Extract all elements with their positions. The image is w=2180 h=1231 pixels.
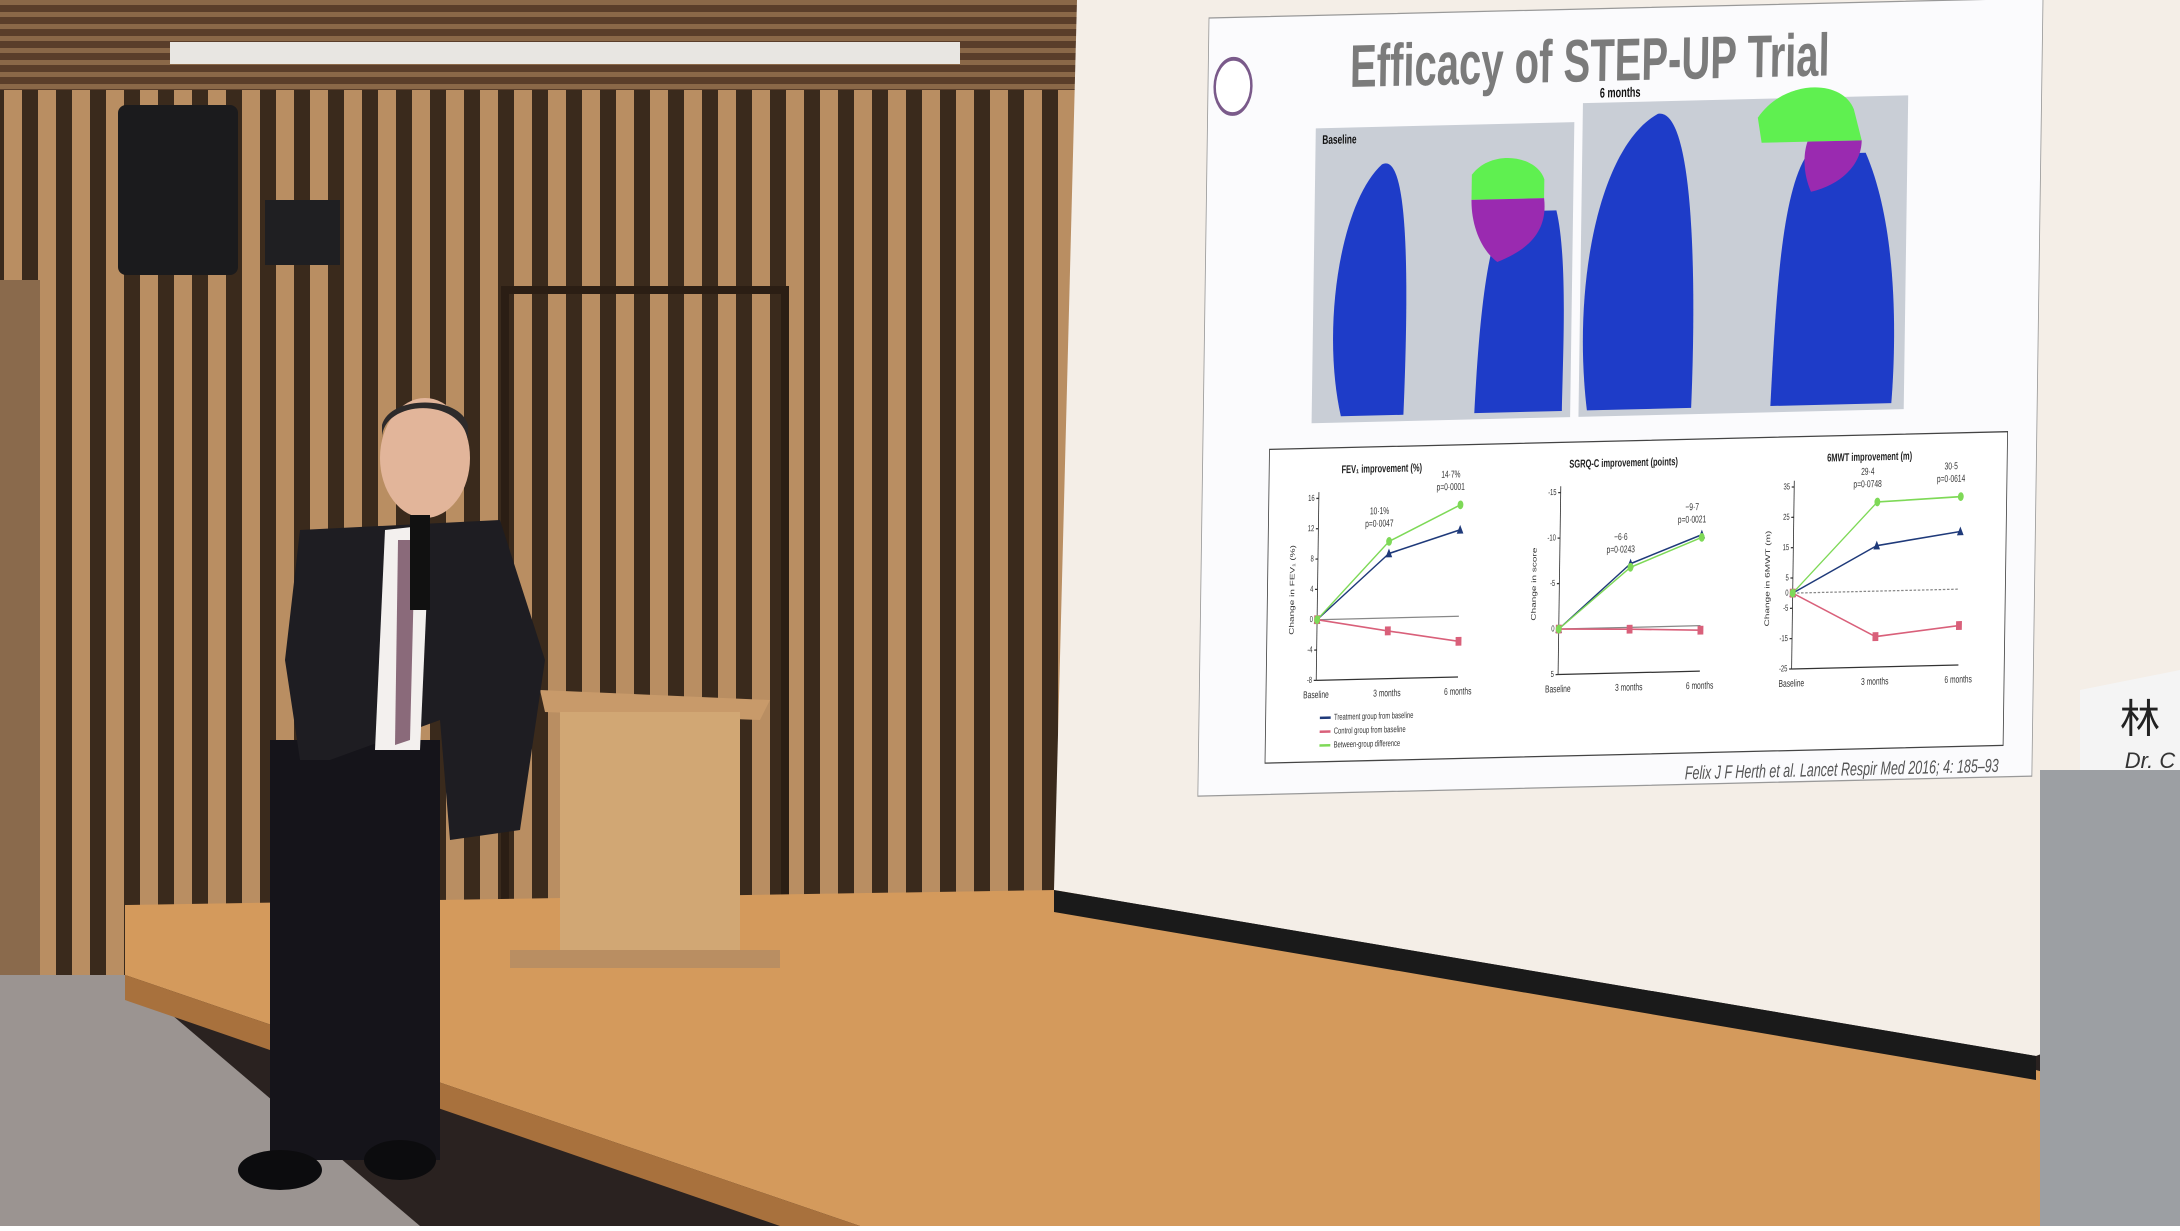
person-legs <box>270 740 440 1160</box>
annotation: p=0·0021 <box>1678 513 1707 525</box>
baseline-label: Baseline <box>1322 133 1357 148</box>
annotation: 30·5 <box>1944 460 1958 472</box>
marker-square <box>1627 625 1633 634</box>
annotation: p=0·0748 <box>1853 478 1882 490</box>
y-tick-label: -5 <box>1783 602 1788 613</box>
annotation: p=0·0001 <box>1436 480 1465 492</box>
y-tick-label: 16 <box>1308 493 1315 504</box>
shoe <box>238 1150 322 1190</box>
name-plate-title: Dr. C <box>2125 748 2176 773</box>
chart-title: 6MWT improvement (m) <box>1827 450 1912 465</box>
x-tick-label: 3 months <box>1373 687 1401 699</box>
lectern <box>2040 770 2180 1226</box>
podium <box>560 712 740 952</box>
microphone <box>410 515 430 610</box>
speaker <box>118 105 238 275</box>
y-tick-label: 5 <box>1551 669 1554 680</box>
annotation: p=0·0243 <box>1606 543 1635 555</box>
chart-title: SGRQ-C improvement (points) <box>1569 456 1678 472</box>
x-tick-label: Baseline <box>1545 683 1571 695</box>
light-fixture <box>170 42 960 64</box>
y-tick-label: 4 <box>1310 584 1313 595</box>
annotation: 29·4 <box>1861 465 1875 477</box>
legend-label: Between-group difference <box>1334 738 1401 750</box>
y-axis-label: Change in FEV₁ (%) <box>1287 545 1296 635</box>
marker-square <box>1956 621 1962 630</box>
annotation: 14·7% <box>1441 468 1461 480</box>
legend-label: Control group from baseline <box>1334 724 1406 736</box>
marker-square <box>1697 626 1703 635</box>
shoe <box>364 1140 436 1180</box>
annotation: −6·6 <box>1614 530 1628 542</box>
followup-label: 6 months <box>1600 85 1641 101</box>
x-tick-label: Baseline <box>1779 677 1805 689</box>
y-tick-label: -15 <box>1779 633 1788 644</box>
y-tick-label: 25 <box>1783 511 1790 522</box>
y-tick-label: 0 <box>1785 587 1788 598</box>
y-tick-label: -5 <box>1550 578 1555 589</box>
y-tick-label: 0 <box>1551 623 1554 634</box>
annotation: −9·7 <box>1685 501 1699 513</box>
y-tick-label: -8 <box>1307 675 1312 686</box>
y-tick-label: -10 <box>1547 532 1556 543</box>
door-frame <box>0 280 40 980</box>
y-tick-label: -25 <box>1779 663 1788 674</box>
x-tick-label: 3 months <box>1615 681 1643 693</box>
marker-square <box>1872 632 1878 641</box>
x-tick-label: 6 months <box>1944 673 1972 685</box>
y-tick-label: 15 <box>1783 542 1790 553</box>
podium-base <box>510 950 780 968</box>
logo <box>1214 58 1251 114</box>
y-tick-label: -4 <box>1307 644 1312 655</box>
name-plate-name: 林 <box>2120 698 2160 742</box>
y-tick-label: 8 <box>1310 553 1313 564</box>
annotation: 10·1% <box>1370 505 1390 517</box>
slide: Efficacy of STEP-UP Trial Baseline 6 mon… <box>1198 0 2043 796</box>
y-axis-label: Change in score <box>1529 547 1538 621</box>
y-axis-label: Change in 6MWT (m) <box>1763 530 1772 626</box>
y-tick-label: 0 <box>1310 614 1313 625</box>
y-tick-label: -15 <box>1548 487 1557 498</box>
x-tick-label: 3 months <box>1861 675 1889 687</box>
marker-square <box>1385 626 1391 635</box>
y-tick-label: 12 <box>1308 523 1315 534</box>
chart-title: FEV₁ improvement (%) <box>1341 462 1422 477</box>
marker-square <box>1456 637 1462 646</box>
x-tick-label: 6 months <box>1444 685 1472 697</box>
annotation: p=0·0614 <box>1937 472 1966 484</box>
x-tick-label: Baseline <box>1303 688 1329 700</box>
y-tick-label: 5 <box>1785 572 1788 583</box>
slide-title: Efficacy of STEP-UP Trial <box>1350 21 1831 100</box>
annotation: p=0·0047 <box>1365 517 1394 529</box>
y-tick-label: 35 <box>1783 481 1790 492</box>
x-tick-label: 6 months <box>1686 679 1714 691</box>
speaker-small <box>265 200 340 265</box>
legend-label: Treatment group from baseline <box>1334 710 1414 723</box>
